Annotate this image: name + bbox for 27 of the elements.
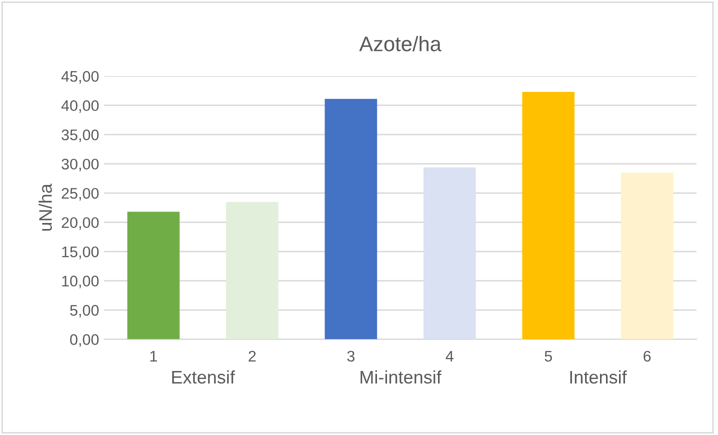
y-tick-label: 40,00 (61, 100, 99, 113)
text: Extensif (172, 370, 235, 384)
y-axis-title: uN/ha (38, 184, 52, 231)
y-tick-label: 5,00 (70, 304, 99, 318)
x-tick-label: 6 (644, 350, 651, 362)
chart-title: Azote/ha (359, 36, 442, 52)
y-tick-label: 45,00 (61, 70, 99, 84)
x-tick-label: 3 (347, 350, 354, 362)
bar (127, 212, 180, 340)
bar (324, 98, 378, 340)
y-tick-label: 20,00 (62, 217, 99, 230)
x-tick-label: 2 (248, 350, 256, 362)
bar (522, 92, 575, 340)
y-tick-label: 10,00 (62, 276, 99, 288)
y-tick-label: 0,00 (70, 334, 99, 347)
y-tick-label: 35,00 (62, 129, 99, 142)
x-tick-label: 4 (446, 350, 454, 362)
bar (620, 172, 674, 340)
bar (226, 202, 278, 340)
x-tick-label: 5 (544, 350, 552, 362)
text: Intensif (570, 370, 627, 384)
bar (423, 167, 476, 340)
y-tick-label: 30,00 (62, 158, 99, 172)
x-tick-label: 1 (150, 350, 157, 362)
text: Mi-intensif (360, 370, 442, 384)
y-tick-label: 15,00 (62, 246, 99, 260)
y-tick-label: 25,00 (62, 188, 99, 201)
